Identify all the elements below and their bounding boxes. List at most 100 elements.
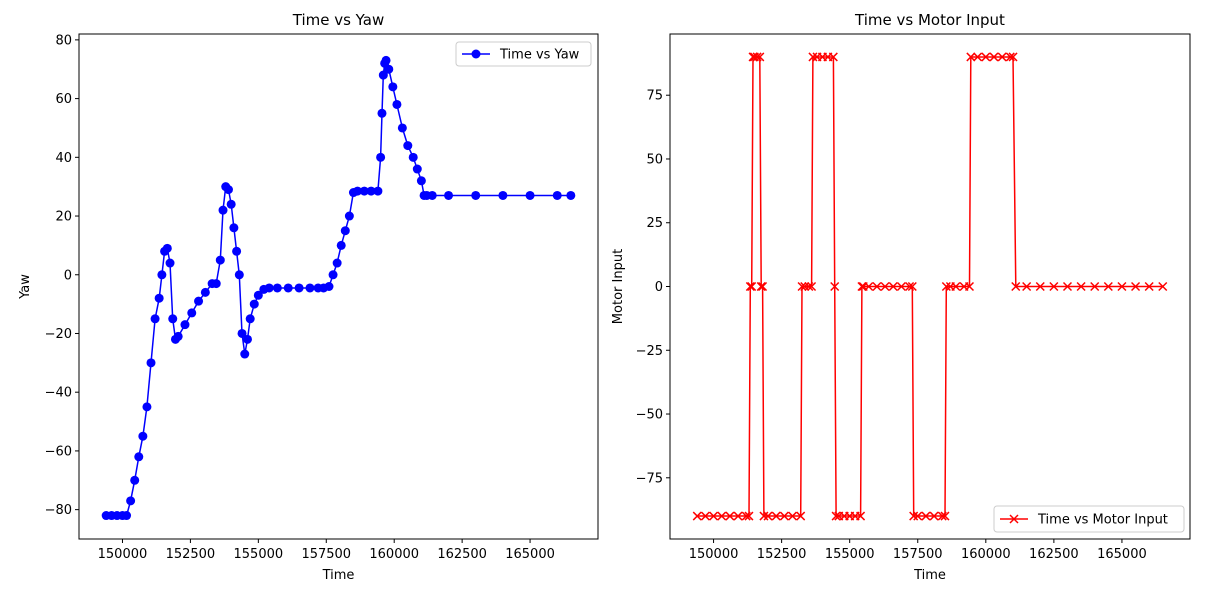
data-point	[324, 282, 334, 291]
data-point	[384, 64, 394, 74]
data-point	[240, 349, 250, 359]
data-point	[359, 186, 369, 196]
y-tick-label: 25	[646, 216, 663, 231]
data-point	[864, 281, 874, 292]
y-tick-label: −50	[636, 408, 663, 423]
data-point	[759, 511, 769, 521]
data-point	[200, 287, 210, 297]
data-point	[552, 190, 562, 200]
y-tick-label: −40	[45, 386, 72, 401]
data-point	[913, 511, 923, 521]
data-point	[755, 52, 765, 62]
y-tick-label: −25	[636, 344, 663, 359]
data-point	[134, 452, 144, 462]
data-point	[381, 55, 391, 65]
data-point	[272, 283, 282, 293]
data-point	[427, 190, 437, 200]
y-tick-label: 40	[55, 151, 72, 166]
y-axis-label: Yaw	[18, 274, 33, 300]
data-point	[154, 293, 164, 303]
data-point	[566, 190, 576, 200]
x-tick-label: 152500	[166, 547, 216, 562]
data-point	[142, 402, 152, 412]
data-point	[756, 281, 766, 292]
x-tick-label: 165000	[1097, 547, 1147, 562]
data-point	[880, 281, 890, 292]
data-point	[253, 290, 263, 300]
data-point	[921, 511, 931, 521]
data-point	[752, 52, 762, 62]
data-point	[800, 281, 810, 292]
data-point	[830, 281, 840, 292]
data-point	[403, 141, 413, 151]
x-tick-label: 155000	[825, 547, 875, 562]
data-point	[857, 281, 867, 292]
legend: Time vs Motor Input	[993, 505, 1185, 533]
data-point	[162, 243, 172, 253]
legend-label: Time vs Motor Input	[1037, 513, 1168, 528]
data-point	[237, 328, 247, 338]
data-point	[937, 511, 947, 521]
x-tick-label: 157500	[301, 547, 351, 562]
data-point	[1035, 281, 1045, 292]
data-point	[940, 511, 950, 521]
data-point	[941, 281, 951, 292]
y-tick-label: 80	[55, 33, 72, 48]
data-point	[373, 186, 383, 196]
data-point	[232, 246, 242, 256]
chart-title: Time vs Motor Input	[854, 11, 1005, 29]
data-point	[700, 511, 710, 521]
x-tick-label: 152500	[757, 547, 807, 562]
data-point	[157, 270, 167, 280]
y-tick-label: 0	[655, 280, 663, 295]
data-point	[905, 281, 915, 292]
data-point	[234, 270, 244, 280]
data-point	[909, 511, 919, 521]
data-point	[981, 52, 991, 62]
motor-input-chart: Time vs Motor Input 150000 152500 155000 157…	[611, 11, 1191, 583]
data-point	[397, 123, 407, 133]
data-point	[215, 255, 225, 265]
data-point	[498, 190, 508, 200]
data-point	[1117, 281, 1127, 292]
data-point	[283, 283, 293, 293]
data-point	[747, 281, 757, 292]
data-point	[808, 52, 818, 62]
data-point	[1103, 281, 1113, 292]
data-point	[966, 52, 976, 62]
data-point	[146, 358, 156, 368]
data-point	[138, 431, 148, 441]
data-point	[907, 281, 917, 292]
data-point	[294, 283, 304, 293]
data-point	[1011, 281, 1021, 292]
data-point	[444, 190, 454, 200]
data-point	[771, 511, 781, 521]
data-point	[180, 320, 190, 330]
data-point	[408, 152, 418, 162]
yaw-chart: Time vs Yaw 150000 152500 155000 157500 16000…	[18, 11, 599, 583]
data-point	[229, 223, 239, 233]
data-point	[872, 281, 882, 292]
y-tick-label: 50	[646, 152, 663, 167]
x-tick-label: 157500	[893, 547, 943, 562]
data-point	[973, 52, 983, 62]
data-point	[951, 281, 961, 292]
data-point	[1144, 281, 1154, 292]
data-point	[173, 331, 183, 341]
data-point	[377, 108, 387, 118]
data-point	[150, 314, 160, 324]
data-point	[709, 511, 719, 521]
x-tick-label: 160000	[369, 547, 419, 562]
data-point	[165, 258, 175, 268]
data-point	[831, 511, 841, 521]
data-point	[717, 511, 727, 521]
data-point	[332, 258, 342, 268]
data-point	[804, 281, 814, 292]
data-point	[122, 511, 132, 521]
data-point	[525, 190, 535, 200]
data-point	[264, 283, 274, 293]
data-point	[336, 240, 346, 250]
y-tick-label: 60	[55, 92, 72, 107]
data-point	[748, 52, 758, 62]
data-point	[471, 190, 481, 200]
